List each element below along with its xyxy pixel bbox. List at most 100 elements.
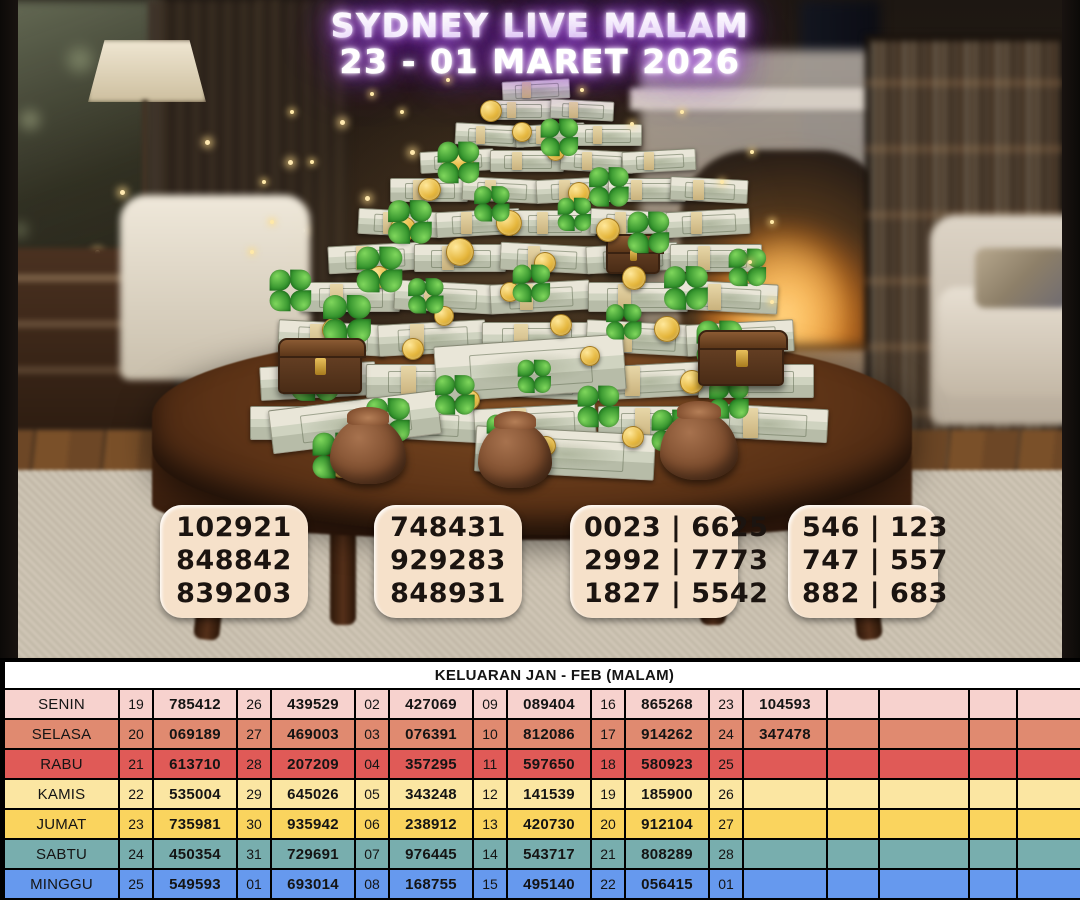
armchair [930, 215, 1080, 425]
keluaran-table-wrap: KELUARAN JAN - FEB (MALAM) SENIN 19 785412… [0, 658, 1080, 900]
date-cell: 21 [590, 838, 626, 870]
date-cell: 28 [236, 748, 272, 780]
table-row: SELASA 20 069189 27 469003 03 076391 10 812086 17… [3, 718, 1080, 750]
date-cell: 29 [236, 778, 272, 810]
date-cell: 27 [708, 808, 744, 840]
result-number-cell: 613710 [152, 748, 238, 780]
empty-cell [878, 778, 970, 810]
keluaran-table: KELUARAN JAN - FEB (MALAM) SENIN 19 785412… [3, 660, 1080, 900]
clover-leaf [598, 406, 620, 428]
day-label: MINGGU [3, 868, 120, 900]
date-cell: 20 [590, 808, 626, 840]
clover-leaf [577, 406, 599, 428]
clover-icon [720, 240, 767, 287]
date-cell: 19 [590, 778, 626, 810]
clover-leaf [290, 269, 312, 291]
result-number-cell: 343248 [388, 778, 474, 810]
title-line-2: 23 - 01 MARET 2026 [339, 42, 741, 81]
date-cell: 20 [118, 718, 154, 750]
clover-leaf [346, 295, 371, 319]
result-number-boxes: 102921 848842 839203 748431 929283 84893… [0, 505, 1080, 623]
clover-leaf [458, 141, 480, 163]
clover-leaf [474, 203, 492, 222]
sparkle [290, 110, 294, 114]
clover-leaf [577, 385, 599, 407]
clover-leaf [379, 246, 403, 270]
number-line: 546 | 123 [802, 512, 948, 543]
clover-leaf [356, 269, 380, 293]
result-number-cell [742, 838, 828, 870]
empty-cell [968, 688, 1018, 720]
clover-leaf [648, 232, 670, 254]
clover-leaf [425, 278, 444, 296]
date-cell: 15 [472, 868, 508, 900]
result-number-cell: 580923 [624, 748, 710, 780]
cushion [975, 248, 1070, 308]
gold-coin-icon [512, 122, 532, 142]
cash-band [615, 212, 627, 234]
date-cell: 31 [236, 838, 272, 870]
clover-leaf [589, 186, 609, 207]
result-number-cell [742, 868, 828, 900]
table-row: KAMIS 22 535004 29 645026 05 343248 12 141539 19 1… [3, 778, 1080, 810]
empty-cell [826, 748, 880, 780]
gold-coin-icon [596, 218, 620, 242]
clover-leaf [574, 197, 591, 215]
clover-icon [302, 422, 359, 479]
cash-band [559, 180, 570, 200]
cash-band [537, 212, 549, 234]
cash-band [624, 366, 640, 396]
date-cell: 21 [118, 748, 154, 780]
cash-stack [669, 175, 749, 205]
result-number-cell: 168755 [388, 868, 474, 900]
clover-leaf [606, 321, 624, 340]
number-line: 839203 [176, 578, 292, 609]
clover-leaf [664, 287, 686, 310]
result-number-cell: 347478 [742, 718, 828, 750]
clover-icon [260, 260, 312, 312]
number-box-4[interactable]: 546 | 123 747 | 557 882 | 683 [788, 505, 948, 618]
date-cell: 03 [354, 718, 390, 750]
sparkle [720, 180, 724, 184]
title-line-1: SYDNEY LIVE MALAM [330, 6, 750, 45]
result-number-cell: 089404 [506, 688, 592, 720]
date-cell: 26 [236, 688, 272, 720]
result-number-cell: 912104 [624, 808, 710, 840]
clover-leaf [606, 304, 624, 322]
clover-leaf [323, 295, 347, 319]
clover-leaf [435, 375, 455, 395]
date-cell: 08 [354, 868, 390, 900]
clover-leaf [664, 266, 686, 288]
empty-cell [1016, 868, 1080, 900]
clover-icon [400, 270, 444, 314]
clover-leaf [409, 221, 432, 244]
cash-band [618, 284, 631, 310]
clover-icon [550, 190, 591, 231]
table-row: SENIN 19 785412 26 439529 02 427069 09 089404 16 8… [3, 688, 1080, 720]
cash-band [644, 152, 654, 170]
clover-icon [510, 352, 551, 393]
clover-icon [428, 132, 480, 184]
number-line: 1827 | 5542 [584, 578, 769, 609]
cash-band [461, 212, 473, 234]
number-line: 0023 | 6625 [584, 512, 769, 543]
clover-icon [466, 178, 510, 222]
number-box-1[interactable]: 102921 848842 839203 [160, 505, 308, 618]
date-cell: 25 [708, 748, 744, 780]
number-box-2[interactable]: 748431 929283 848931 [374, 505, 522, 618]
day-label: RABU [3, 748, 120, 780]
clover-icon [654, 256, 708, 310]
clover-leaf [557, 197, 575, 215]
clover-leaf [435, 394, 455, 415]
clover-leaf [728, 248, 748, 268]
date-cell: 25 [118, 868, 154, 900]
number-box-3[interactable]: 0023 | 6625 2992 | 7773 1827 | 5542 [570, 505, 769, 618]
sparkle [580, 88, 584, 92]
table-body: SENIN 19 785412 26 439529 02 427069 09 089404 16 8… [3, 688, 1080, 900]
clover-leaf [747, 267, 767, 287]
clover-leaf [559, 118, 579, 138]
date-cell: 19 [118, 688, 154, 720]
empty-cell [968, 778, 1018, 810]
cash-band [512, 152, 522, 170]
empty-cell [878, 688, 970, 720]
